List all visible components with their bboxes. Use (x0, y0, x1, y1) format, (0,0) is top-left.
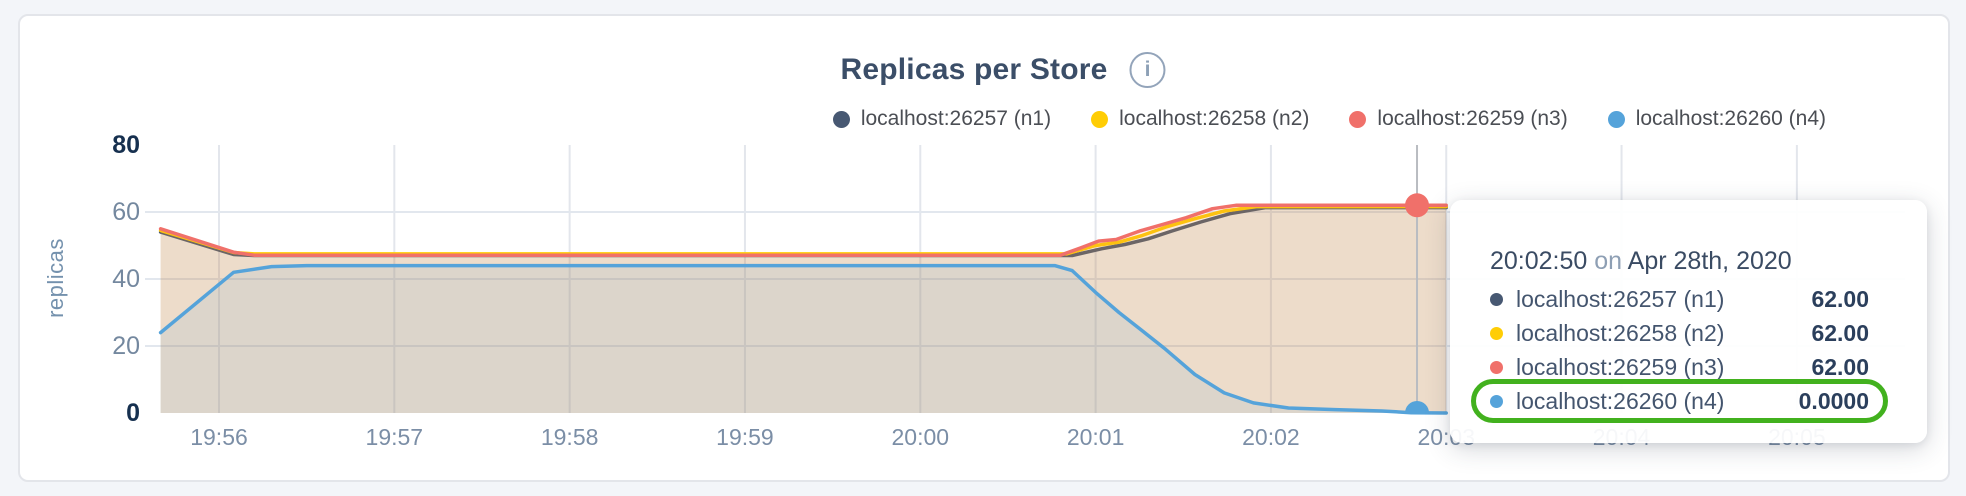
legend-dot-n1 (832, 110, 850, 128)
tooltip-dot-n2 (1490, 326, 1503, 340)
hover-tooltip: 20:02:50 on Apr 28th, 2020 localhost:262… (1450, 200, 1927, 443)
tooltip-series-value: 62.00 (1811, 320, 1869, 346)
chart-legend: localhost:26257 (n1) localhost:26258 (n2… (832, 107, 1826, 131)
legend-item-n4[interactable]: localhost:26260 (n4) (1607, 107, 1826, 131)
series-area-n2 (160, 206, 1447, 413)
chart-title-row: Replicas per Store i (840, 52, 1166, 88)
tooltip-dot-n1 (1490, 292, 1503, 306)
info-icon-glyph: i (1144, 58, 1151, 81)
series-area-n4 (160, 265, 1447, 413)
series-line-n3 (158, 203, 1448, 257)
legend-label-n1: localhost:26257 (n1) (860, 107, 1052, 130)
legend-dot-n2 (1091, 110, 1109, 128)
legend-label-n3: localhost:26259 (n3) (1377, 107, 1568, 130)
tooltip-series-value: 0.0000 (1798, 388, 1869, 414)
legend-item-n1[interactable]: localhost:26257 (n1) (832, 107, 1052, 131)
hover-dot-2 (1405, 401, 1430, 414)
tooltip-row-n2: localhost:26258 (n2) 62.00 (1490, 316, 1869, 350)
legend-item-n2[interactable]: localhost:26258 (n2) (1091, 107, 1309, 131)
tooltip-series-name: localhost:26258 (n2) (1516, 320, 1725, 346)
chart-title: Replicas per Store (840, 53, 1108, 86)
tooltip-series-name: localhost:26260 (n4) (1516, 388, 1725, 414)
tooltip-series-name: localhost:26257 (n1) (1516, 286, 1725, 312)
tooltip-timestamp: 20:02:50 on Apr 28th, 2020 (1490, 246, 1869, 276)
tooltip-date: Apr 28th, 2020 (1627, 247, 1792, 275)
tooltip-series-value: 62.00 (1811, 286, 1869, 312)
series-area-n1 (160, 207, 1447, 413)
tooltip-series-name: localhost:26259 (n3) (1516, 354, 1725, 380)
hover-dot-1 (1405, 193, 1430, 218)
tooltip-series-value: 62.00 (1811, 354, 1869, 380)
legend-dot-n4 (1607, 110, 1625, 128)
tooltip-dot-n3 (1490, 360, 1503, 374)
info-icon[interactable]: i (1129, 52, 1166, 88)
tooltip-on-word: on (1594, 247, 1623, 275)
legend-label-n4: localhost:26260 (n4) (1635, 107, 1826, 130)
legend-item-n3[interactable]: localhost:26259 (n3) (1349, 107, 1568, 131)
tooltip-row-n1: localhost:26257 (n1) 62.00 (1490, 282, 1869, 316)
tooltip-time: 20:02:50 (1490, 247, 1588, 275)
tooltip-row-n3: localhost:26259 (n3) 62.00 (1490, 350, 1869, 384)
series-area-n3 (160, 205, 1447, 413)
legend-dot-n3 (1349, 110, 1367, 128)
tooltip-row-n4: localhost:26260 (n4) 0.0000 (1471, 379, 1888, 423)
tooltip-dot-n4 (1490, 394, 1503, 408)
legend-label-n2: localhost:26258 (n2) (1119, 107, 1310, 130)
series-line-n4 (158, 263, 1448, 415)
